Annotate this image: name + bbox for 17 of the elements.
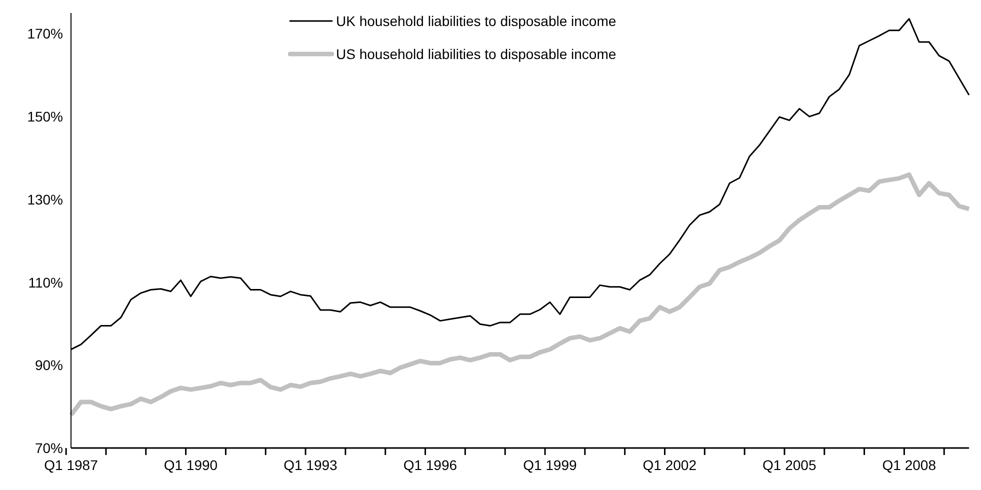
y-tick-label: 90%	[34, 357, 63, 374]
y-tick-label: 170%	[27, 26, 63, 42]
y-tick-label: 110%	[28, 274, 63, 290]
x-tick-label: Q1 1993	[284, 457, 338, 473]
legend-label: UK household liabilities to disposable income	[336, 13, 616, 29]
x-tick-label: Q1 2008	[882, 457, 936, 473]
x-tick-label: Q1 2002	[642, 457, 697, 473]
y-tick-label: 130%	[27, 191, 63, 208]
y-tick-label: 150%	[27, 108, 63, 125]
x-tick-label: Q1 1999	[523, 457, 577, 473]
line-series	[68, 172, 972, 418]
y-tick-label: 70%	[34, 440, 63, 456]
x-tick-label: Q1 1996	[403, 457, 458, 473]
legend-label: US household liabilities to disposable income	[336, 46, 616, 62]
x-tick-label: Q1 1987	[44, 457, 98, 473]
x-tick-label: Q1 1990	[164, 457, 218, 473]
x-tick-label: Q1 2005	[762, 457, 816, 473]
